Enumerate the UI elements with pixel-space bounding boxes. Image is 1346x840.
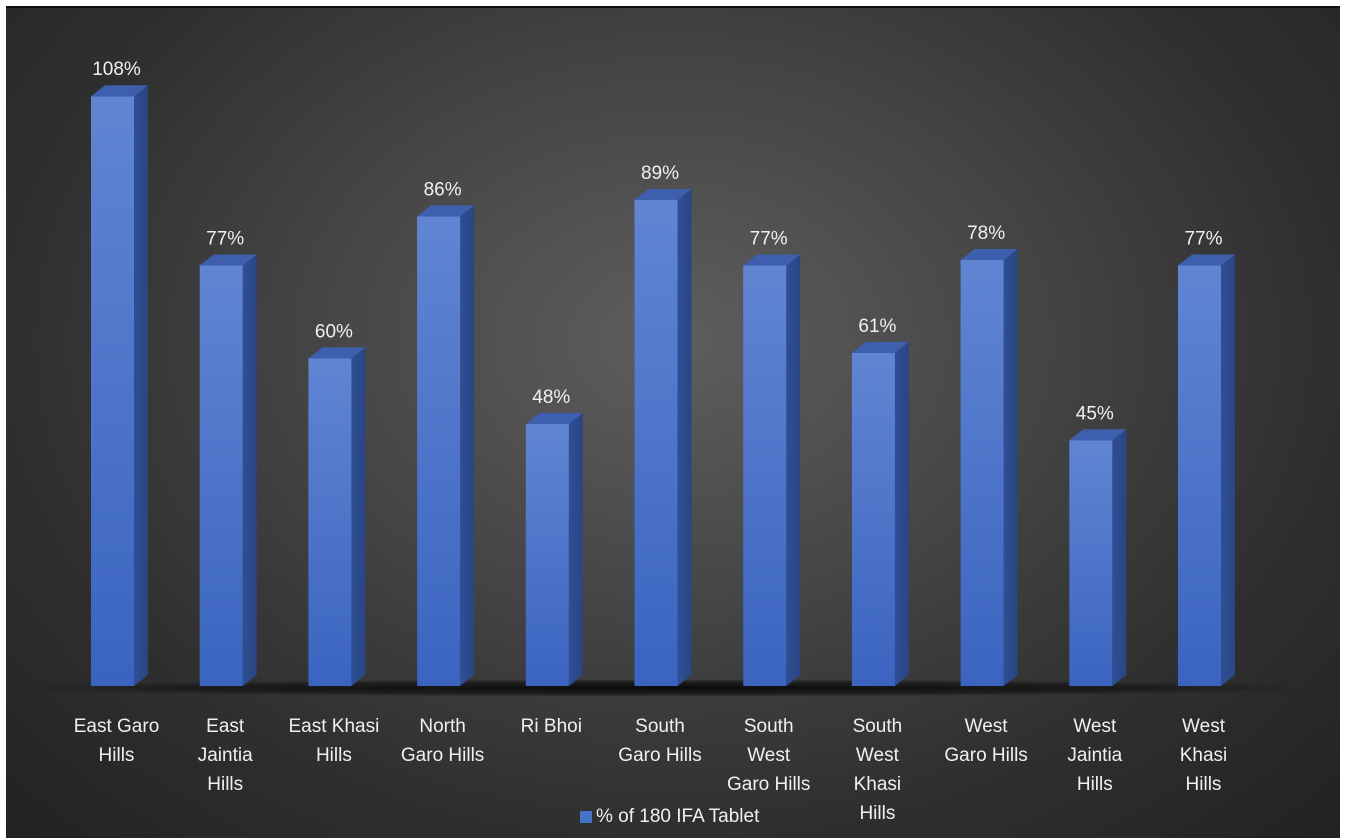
category-label-line: Garo Hills bbox=[944, 745, 1027, 766]
category-label-line: Hills bbox=[859, 803, 895, 824]
category-label-line: Garo Hills bbox=[401, 745, 484, 766]
bar-side bbox=[1112, 429, 1127, 686]
category-label-line: West bbox=[856, 745, 900, 766]
data-label: 77% bbox=[750, 229, 788, 250]
bar-front bbox=[960, 260, 1004, 686]
bar-top bbox=[91, 85, 148, 97]
category-label-line: South bbox=[635, 716, 685, 737]
category-label-line: Hills bbox=[316, 745, 352, 766]
bar bbox=[960, 249, 1018, 686]
category-label: West Khasi Hills bbox=[1180, 716, 1228, 795]
category-label: West Jaintia Hills bbox=[1067, 716, 1122, 795]
category-label: South West Garo Hills bbox=[727, 716, 810, 795]
bar-front bbox=[851, 352, 895, 686]
bar-side bbox=[1221, 254, 1235, 686]
bar-front bbox=[634, 199, 678, 686]
bar-top bbox=[634, 188, 692, 200]
bar bbox=[417, 205, 475, 686]
bar bbox=[1178, 254, 1235, 686]
category-label: North Garo Hills bbox=[401, 716, 484, 766]
category-label: South Garo Hills bbox=[618, 716, 701, 766]
bar bbox=[1069, 429, 1127, 686]
bar bbox=[743, 254, 801, 686]
category-label-line: Ri Bhoi bbox=[521, 716, 582, 737]
data-label: 77% bbox=[1184, 229, 1222, 250]
category-label-line: West bbox=[1073, 716, 1117, 737]
bar-side bbox=[242, 254, 257, 686]
category-label-line: North bbox=[419, 716, 465, 737]
bar-chart: 108% 77% 60% 86% 48% 89% 77% 61% 78% 45% 77% East … bbox=[16, 59, 1316, 824]
category-label-line: East bbox=[206, 716, 245, 737]
data-label: 77% bbox=[206, 229, 244, 250]
category-label: East Garo Hills bbox=[74, 716, 160, 766]
bar-front bbox=[308, 358, 352, 686]
category-label: East Jaintia Hills bbox=[198, 716, 253, 795]
category-label-line: Garo Hills bbox=[618, 745, 701, 766]
bar-top bbox=[851, 341, 909, 353]
bar-front bbox=[1069, 440, 1113, 686]
bar-top bbox=[743, 254, 801, 266]
bar-front bbox=[199, 265, 243, 686]
legend-swatch bbox=[580, 811, 592, 823]
category-label: East Khasi Hills bbox=[288, 716, 379, 766]
data-label: 60% bbox=[315, 321, 353, 342]
bar-top bbox=[1069, 429, 1127, 441]
category-label-line: Khasi bbox=[1180, 745, 1228, 766]
legend: % of 180 IFA Tablet bbox=[580, 806, 759, 828]
category-label-line: West bbox=[747, 745, 791, 766]
category-label-line: East Khasi bbox=[288, 716, 379, 737]
bar-front bbox=[91, 96, 134, 687]
bar-side bbox=[894, 341, 909, 686]
category-label-line: Hills bbox=[1077, 774, 1113, 795]
category-label: South West Khasi Hills bbox=[853, 716, 903, 824]
category-label-line: Jaintia bbox=[1067, 745, 1122, 766]
bar-top bbox=[1178, 254, 1235, 266]
data-label: 89% bbox=[641, 163, 679, 184]
bar-top bbox=[525, 412, 583, 424]
category-label-line: West bbox=[1182, 716, 1226, 737]
bar-side bbox=[134, 85, 148, 687]
category-label-line: South bbox=[744, 716, 794, 737]
category-label-line: West bbox=[965, 716, 1009, 737]
category-label-line: South bbox=[853, 716, 903, 737]
bar-top bbox=[417, 205, 475, 217]
bar bbox=[199, 254, 257, 686]
data-label: 48% bbox=[532, 387, 570, 408]
category-label: Ri Bhoi bbox=[521, 716, 582, 737]
bar-front bbox=[525, 423, 569, 686]
bar-side bbox=[786, 254, 801, 686]
category-label-line: Hills bbox=[1186, 774, 1222, 795]
legend-label: % of 180 IFA Tablet bbox=[596, 806, 760, 827]
bar-side bbox=[351, 347, 366, 686]
category-label: West Garo Hills bbox=[944, 716, 1027, 766]
bar bbox=[525, 412, 583, 686]
bar-front bbox=[1178, 265, 1221, 686]
bar bbox=[634, 188, 692, 686]
data-label: 108% bbox=[92, 59, 141, 80]
bar bbox=[91, 85, 148, 687]
data-label: 61% bbox=[858, 316, 896, 337]
data-label: 78% bbox=[967, 223, 1005, 244]
category-label-line: Hills bbox=[207, 774, 243, 795]
category-label-line: Garo Hills bbox=[727, 774, 810, 795]
category-label-line: Hills bbox=[99, 745, 135, 766]
category-label-line: Khasi bbox=[854, 774, 902, 795]
bar-side bbox=[1003, 249, 1018, 686]
bar bbox=[851, 341, 909, 686]
bar-top bbox=[308, 347, 366, 359]
bar-top bbox=[960, 249, 1018, 261]
bar-front bbox=[417, 216, 461, 686]
bar-top bbox=[199, 254, 257, 266]
bar-side bbox=[677, 188, 692, 686]
bar-side bbox=[568, 412, 583, 686]
chart-area: 108% 77% 60% 86% 48% 89% 77% 61% 78% 45% 77% East … bbox=[6, 6, 1340, 838]
category-label-line: Jaintia bbox=[198, 745, 253, 766]
data-label: 86% bbox=[424, 179, 462, 200]
data-label: 45% bbox=[1076, 403, 1114, 424]
bar-side bbox=[460, 205, 475, 686]
bar-front bbox=[743, 265, 787, 686]
category-label-line: East Garo bbox=[74, 716, 160, 737]
bar bbox=[308, 347, 366, 686]
